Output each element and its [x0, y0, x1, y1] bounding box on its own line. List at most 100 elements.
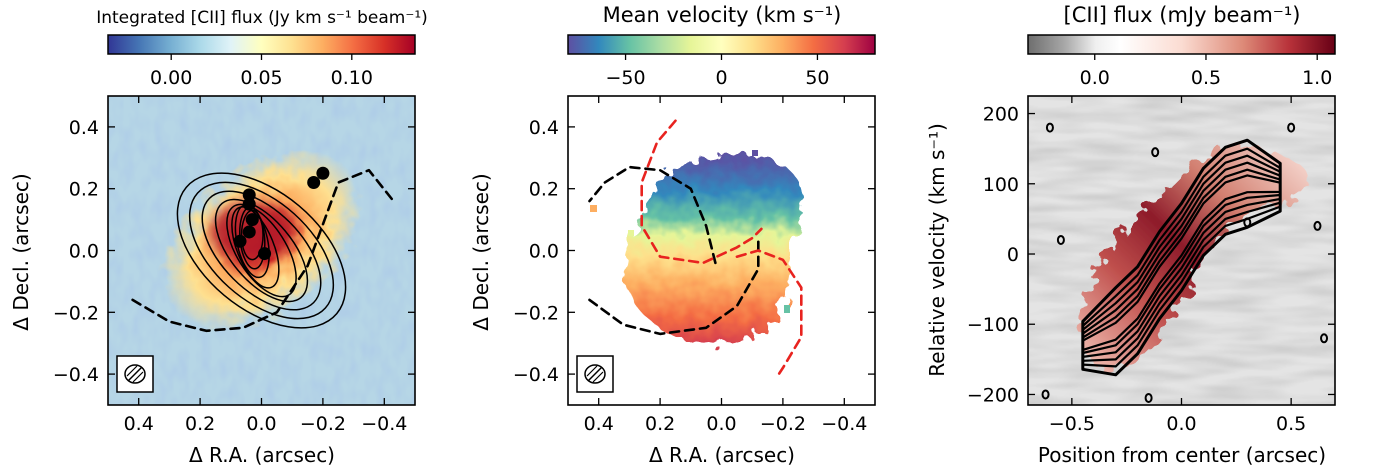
velocity-field	[624, 156, 803, 346]
colorbar-tick-label: 0.05	[240, 67, 282, 89]
y-tick-label: 0.2	[69, 179, 99, 201]
x-tick-label: 0.0	[1166, 413, 1196, 435]
x-tick-label: 0.0	[246, 413, 276, 435]
y-tick-label: 0.4	[529, 117, 559, 139]
y-tick-label: 100	[983, 174, 1019, 196]
flux-overlays	[131, 166, 395, 333]
ellipse-center-point	[307, 176, 321, 190]
y-tick-label: −200	[967, 384, 1019, 406]
colorbar-tick-label: 0.00	[150, 67, 192, 89]
colorbar-ticks-velocity: −50 0 50	[606, 54, 830, 89]
ellipse-center-point	[242, 188, 256, 202]
velocity-overlays	[588, 119, 803, 379]
x-axis-label: Δ R.A. (arcsec)	[649, 443, 795, 467]
fit-ellipse	[176, 172, 347, 329]
colorbar-tick-label: 0.0	[1080, 67, 1110, 89]
pv-map	[1028, 96, 1335, 405]
fit-ellipse	[188, 181, 335, 320]
pv-contours	[1041, 122, 1329, 403]
colorbar-tick-label: −50	[606, 67, 646, 89]
y-tick-label: −0.2	[53, 302, 99, 324]
spiral-arm-black	[588, 165, 717, 265]
contour-level	[1081, 154, 1282, 362]
ellipse-center-point	[316, 166, 330, 180]
x-tick-label: 0.2	[185, 413, 215, 435]
y-tick-label: 0.0	[529, 241, 559, 263]
colorbar-title-pv: [CII] flux (mJy beam⁻¹)	[1064, 3, 1301, 27]
colorbar-title-flux: Integrated [CII] flux (Jy km s⁻¹ beam⁻¹)	[96, 8, 428, 28]
contour-level	[1081, 168, 1282, 355]
beam-symbol	[116, 355, 154, 393]
colorbar-velocity	[567, 34, 876, 55]
x-tick-label: 0.4	[584, 413, 614, 435]
y-axis-label: Δ Decl. (arcsec)	[469, 173, 493, 330]
x-tick-label: −0.5	[1049, 413, 1095, 435]
x-tick-label: 0.5	[1276, 413, 1306, 435]
axes-velocity: 0.4 0.2 0.0 −0.2 −0.4 0.4 0.2 0.0 −0.2 −0.4	[513, 96, 875, 435]
y-tick-label: 0.0	[69, 241, 99, 263]
colorbar-pv	[1027, 34, 1336, 55]
fit-ellipse	[231, 206, 280, 289]
contour-level	[1081, 147, 1282, 368]
spiral-arm-red	[640, 119, 763, 265]
x-tick-label: −0.2	[300, 413, 346, 435]
y-tick-label: −0.4	[513, 364, 559, 386]
noise-contour	[1056, 234, 1065, 245]
axes-pv: −0.5 0.0 0.5 200 100 0 −100 −200	[967, 96, 1335, 435]
noise-contour	[1045, 122, 1054, 133]
y-tick-label: −100	[967, 314, 1019, 336]
y-tick-label: 200	[983, 104, 1019, 126]
x-tick-label: −0.4	[361, 413, 407, 435]
spiral-arm-red	[735, 249, 803, 379]
x-tick-label: 0.2	[645, 413, 675, 435]
ellipse-center-point	[233, 234, 247, 248]
colorbar-tick-label: 50	[805, 67, 829, 89]
colorbar-tick-label: 0	[715, 67, 727, 89]
colorbar-tick-label: 0.5	[1191, 67, 1221, 89]
x-tick-label: −0.4	[821, 413, 867, 435]
fit-ellipse	[201, 190, 322, 311]
colorbar-tick-label: 0.10	[331, 67, 373, 89]
y-tick-label: 0	[1007, 244, 1019, 266]
colorbar-ticks-pv: 0.0 0.5 1.0	[1080, 54, 1332, 89]
panel-integrated-flux: Integrated [CII] flux (Jy km s⁻¹ beam⁻¹)…	[9, 8, 428, 467]
x-tick-label: −0.2	[760, 413, 806, 435]
ellipse-center-point	[242, 197, 256, 211]
noise-contour	[1287, 122, 1296, 133]
contour-level	[1081, 174, 1282, 351]
y-axis-label: Δ Decl. (arcsec)	[9, 173, 33, 330]
pv-emission	[1080, 145, 1309, 371]
colorbar-tick-label: 1.0	[1302, 67, 1332, 89]
noise-contour	[1151, 147, 1160, 158]
fit-ellipse	[214, 198, 309, 303]
ellipse-center-point	[258, 247, 272, 261]
panel-pv-diagram: [CII] flux (mJy beam⁻¹) 0.0 0.5 1.0 −0.5 0.…	[925, 3, 1336, 467]
y-tick-label: 0.4	[69, 117, 99, 139]
noise-contour	[1144, 392, 1153, 403]
colorbar-flux	[107, 34, 416, 55]
contour-level	[1081, 161, 1282, 358]
contour-level	[1081, 138, 1282, 377]
beam-symbol	[576, 355, 614, 393]
x-axis-label: Position from center (arcsec)	[1038, 443, 1326, 467]
ellipse-center-point	[242, 225, 256, 239]
panel-mean-velocity: Mean velocity (km s⁻¹) −50 0 50 0.4 0.2 0.0 −…	[469, 3, 876, 467]
fit-ellipse	[226, 203, 297, 298]
noise-contour	[1313, 220, 1322, 231]
y-tick-label: 0.2	[529, 179, 559, 201]
axes-flux: 0.4 0.2 0.0 −0.2 −0.4 0.4 0.2 0.0 −0.2 −0.4	[53, 96, 415, 435]
y-axis-label: Relative velocity (km s⁻¹)	[925, 123, 949, 377]
spiral-arm	[131, 168, 395, 333]
ellipse-center-point	[245, 213, 259, 227]
noise-contour	[1243, 217, 1252, 228]
x-axis-label: Δ R.A. (arcsec)	[189, 443, 335, 467]
colorbar-ticks-flux: 0.00 0.05 0.10	[150, 54, 373, 89]
x-tick-label: 0.0	[706, 413, 736, 435]
noise-contour	[1320, 333, 1329, 344]
noise-contour	[1041, 389, 1050, 400]
colorbar-title-velocity: Mean velocity (km s⁻¹)	[603, 3, 842, 27]
spiral-arm-black	[588, 239, 760, 336]
velocity-map	[568, 96, 875, 405]
y-tick-label: −0.4	[53, 364, 99, 386]
